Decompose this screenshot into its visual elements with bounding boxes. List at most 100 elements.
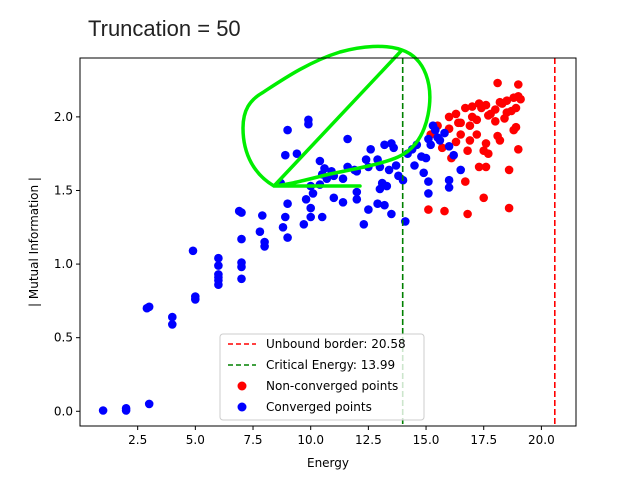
converged-points-point-43 <box>292 149 302 158</box>
converged-points-point-20 <box>237 234 246 244</box>
non-converged-points-point-52 <box>456 118 466 128</box>
x-tick-label: 10.0 <box>297 433 324 447</box>
converged-points-point-30 <box>283 199 292 208</box>
non-converged-points-point-53 <box>477 103 486 113</box>
plot-frame <box>79 57 577 427</box>
non-converged-points-point-30 <box>444 112 454 122</box>
converged-points-point-27 <box>278 223 288 232</box>
non-converged-points-point-12 <box>484 149 493 158</box>
converged-points-point-34 <box>301 195 311 204</box>
converged-points-point-41 <box>352 195 362 204</box>
x-tick-label: 20.0 <box>528 433 555 447</box>
legend: Unbound border: 20.58 Critical Energy: 1… <box>219 333 425 421</box>
non-converged-points-point-4 <box>504 203 514 213</box>
converged-points-point-98 <box>444 175 454 185</box>
non-converged-points-point-48 <box>514 80 523 89</box>
converged-points-point-87 <box>424 177 433 186</box>
non-converged-points-point-10 <box>474 162 484 172</box>
converged-points-point-99 <box>444 183 454 192</box>
y-tick-label: 0.5 <box>54 331 73 345</box>
chart-title: Truncation = 50 <box>88 16 241 41</box>
non-converged-points-point-33 <box>467 102 477 111</box>
converged-points-point-0 <box>98 406 108 415</box>
converged-points-point-71 <box>373 199 382 208</box>
x-axis-label: Energy <box>307 456 349 470</box>
green-freehand-annotation <box>241 44 432 188</box>
points-layer <box>98 78 525 415</box>
converged-points-point-100 <box>456 165 466 175</box>
converged-points-point-101 <box>424 134 433 144</box>
converged-points-point-10 <box>188 246 198 256</box>
converged-points-point-3 <box>144 399 154 409</box>
converged-points-point-28 <box>283 233 292 242</box>
legend-label-non-converged: Non-converged points <box>266 379 398 393</box>
non-converged-points-point-5 <box>461 177 470 186</box>
x-tick-label: 7.5 <box>243 433 262 447</box>
converged-points-point-5 <box>144 302 154 312</box>
converged-points-point-93 <box>428 121 438 130</box>
converged-points-point-72 <box>384 165 394 175</box>
converged-points-point-47 <box>315 156 325 166</box>
legend-label-converged: Converged points <box>266 400 372 414</box>
non-converged-points-point-27 <box>491 117 500 126</box>
converged-points-point-46 <box>304 115 313 125</box>
legend-marker-non-converged <box>237 381 247 391</box>
converged-points-point-94 <box>433 133 442 142</box>
converged-points-point-7 <box>168 312 177 322</box>
converged-points-point-64 <box>380 140 389 150</box>
converged-points-point-6 <box>168 320 177 329</box>
converged-points-point-78 <box>380 200 389 210</box>
converged-points-point-19 <box>237 258 246 267</box>
non-converged-points-point-7 <box>504 165 514 175</box>
converged-points-point-88 <box>424 189 433 198</box>
converged-points-point-36 <box>317 212 327 222</box>
converged-points-point-74 <box>391 161 401 170</box>
non-converged-points-point-46 <box>514 92 523 101</box>
x-axis-ticks: 2.5 5.0 7.5 10.0 12.5 15.0 17.5 20.0 <box>128 426 555 447</box>
non-converged-points-point-32 <box>461 103 470 113</box>
non-converged-points-point-17 <box>472 130 482 139</box>
converged-points-point-96 <box>444 142 454 151</box>
non-converged-points-point-44 <box>497 99 507 108</box>
converged-points-point-16 <box>214 253 223 263</box>
converged-points-point-86 <box>419 168 429 178</box>
legend-label-critical: Critical Energy: 13.99 <box>266 358 395 372</box>
non-converged-points-point-9 <box>463 146 472 155</box>
non-converged-points-point-50 <box>467 112 477 122</box>
converged-points-point-57 <box>343 134 352 144</box>
converged-points-point-95 <box>440 128 449 138</box>
non-converged-points-point-54 <box>511 122 521 132</box>
non-converged-points-point-2 <box>463 209 472 219</box>
non-converged-points-point-15 <box>451 137 461 147</box>
vlines-layer <box>401 58 556 426</box>
converged-points-point-42 <box>281 150 290 160</box>
converged-points-point-35 <box>306 203 316 213</box>
y-tick-label: 0.0 <box>54 404 73 418</box>
non-converged-points-point-6 <box>481 162 491 172</box>
legend-label-unbound: Unbound border: 20.58 <box>266 337 406 351</box>
non-converged-points-point-14 <box>514 145 523 154</box>
converged-points-point-29 <box>281 212 290 222</box>
converged-points-point-26 <box>260 242 269 251</box>
x-tick-label: 2.5 <box>128 433 147 447</box>
converged-points-point-54 <box>338 174 348 183</box>
y-tick-label: 2.0 <box>54 110 73 124</box>
y-tick-label: 1.0 <box>54 257 73 271</box>
non-converged-points-point-16 <box>465 136 475 145</box>
x-tick-label: 15.0 <box>413 433 440 447</box>
converged-points-point-85 <box>410 161 419 170</box>
converged-points-point-23 <box>255 227 265 236</box>
x-tick-label: 5.0 <box>186 433 205 447</box>
converged-points-point-76 <box>387 209 396 219</box>
converged-points-point-70 <box>352 187 362 197</box>
non-converged-points-point-3 <box>479 193 489 203</box>
converged-points-point-60 <box>361 155 371 164</box>
converged-points-point-61 <box>366 145 376 154</box>
converged-points-point-49 <box>320 164 329 173</box>
non-converged-points-point-0 <box>424 205 433 214</box>
converged-points-point-89 <box>421 153 431 163</box>
converged-points-point-32 <box>299 220 309 229</box>
converged-points-point-40 <box>338 198 348 207</box>
converged-points-point-77 <box>382 181 392 191</box>
